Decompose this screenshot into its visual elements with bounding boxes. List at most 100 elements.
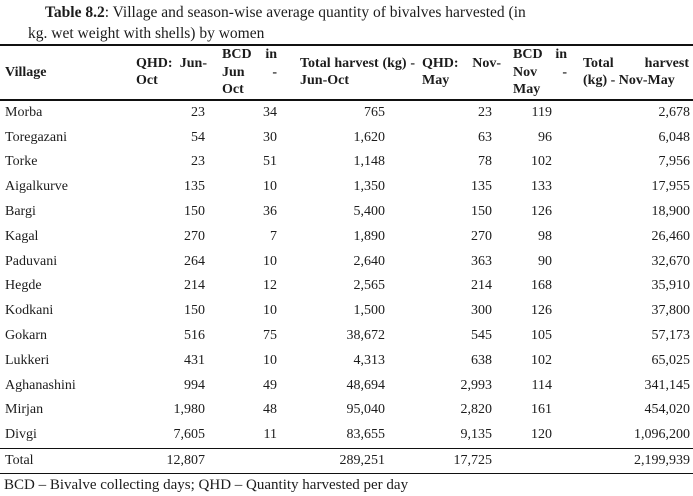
cell-bcd-nov-may: 102 bbox=[531, 154, 552, 170]
table-row: Torke 23 51 1,148 78 102 7,956 bbox=[0, 150, 693, 175]
cell-total-jun-oct: 5,400 bbox=[353, 204, 386, 220]
cell-bcd-jun-oct: 51 bbox=[263, 154, 277, 170]
cell-bcd-nov-may: 105 bbox=[531, 328, 552, 344]
cell-total-nov-may: 7,956 bbox=[658, 154, 691, 170]
cell-total-jun-oct: 95,040 bbox=[346, 402, 386, 418]
cell-qhd-jun-oct: 270 bbox=[184, 228, 205, 244]
cell-qhd-nov-may: 63 bbox=[478, 129, 492, 145]
cell-total-nov-may: 1,096,200 bbox=[634, 427, 690, 443]
cell-village: Gokarn bbox=[5, 328, 47, 344]
total-row: Total 12,807 289,251 17,725 2,199,939 bbox=[0, 447, 693, 475]
cell-village: Paduvani bbox=[5, 253, 58, 269]
cell-qhd-jun-oct: 150 bbox=[184, 303, 205, 319]
cell-bcd-jun-oct: 30 bbox=[263, 129, 277, 145]
cell-qhd-jun-oct: 214 bbox=[184, 278, 205, 294]
cell-bcd-nov-may: 161 bbox=[531, 402, 552, 418]
cell-qhd-jun-oct: 23 bbox=[191, 104, 205, 120]
cell-qhd-jun-oct: 54 bbox=[191, 129, 205, 145]
cell-qhd-jun-oct: 12,807 bbox=[132, 447, 208, 475]
cell-total-nov-may: 6,048 bbox=[658, 129, 691, 145]
cell-total-nov-may: 35,910 bbox=[651, 278, 691, 294]
cell-total-jun-oct: 48,694 bbox=[346, 377, 386, 393]
cell-village: Aghanashini bbox=[5, 377, 76, 393]
table-body: Morba 23 34 765 23 119 2,678 Toregazani 54 30 1,62… bbox=[0, 100, 693, 475]
cell-total-jun-oct: 1,500 bbox=[353, 303, 386, 319]
table-row: Hegde 214 12 2,565 214 168 35,910 bbox=[0, 274, 693, 299]
cell-qhd-jun-oct: 264 bbox=[184, 253, 205, 269]
cell-bcd-nov-may: 90 bbox=[538, 253, 552, 269]
cell-village: Morba bbox=[5, 104, 43, 120]
table-row: Divgi 7,605 11 83,655 9,135 120 1,096,200 bbox=[0, 423, 693, 448]
cell-qhd-jun-oct: 150 bbox=[184, 204, 205, 220]
cell-qhd-nov-may: 9,135 bbox=[460, 427, 493, 443]
cell-bcd-jun-oct: 7 bbox=[270, 228, 277, 244]
bivalves-harvest-table: Village QHD: Jun-Oct BCD in Jun - Oct To… bbox=[0, 44, 693, 475]
cell-bcd-jun-oct: 10 bbox=[263, 179, 277, 195]
cell-bcd-jun-oct: 10 bbox=[263, 253, 277, 269]
cell-village: Mirjan bbox=[5, 402, 44, 418]
cell-bcd-jun-oct: 75 bbox=[263, 328, 277, 344]
column-header-bcd-jun-oct: BCD in Jun - Oct bbox=[208, 44, 285, 101]
table-row: Aghanashini 994 49 48,694 2,993 114 341,145 bbox=[0, 373, 693, 398]
table-footnote: BCD – Bivalve collecting days; QHD – Qua… bbox=[4, 477, 409, 494]
cell-qhd-jun-oct: 431 bbox=[184, 352, 205, 368]
caption-line-1: Table 8.2: Village and season-wise avera… bbox=[28, 3, 683, 24]
cell-qhd-nov-may: 363 bbox=[471, 253, 492, 269]
cell-bcd-nov-may: 98 bbox=[538, 228, 552, 244]
cell-total-nov-may: 2,678 bbox=[658, 104, 691, 120]
cell-village: Bargi bbox=[5, 204, 36, 220]
cell-total-jun-oct: 83,655 bbox=[346, 427, 386, 443]
table-row: Bargi 150 36 5,400 150 126 18,900 bbox=[0, 200, 693, 225]
table-number: Table 8.2 bbox=[45, 4, 105, 21]
table-caption: Table 8.2: Village and season-wise avera… bbox=[0, 0, 693, 44]
cell-total-jun-oct: 38,672 bbox=[346, 328, 386, 344]
cell-bcd-jun-oct: 11 bbox=[263, 427, 277, 443]
table-row: Kagal 270 7 1,890 270 98 26,460 bbox=[0, 224, 693, 249]
cell-bcd-nov-may: 102 bbox=[531, 352, 552, 368]
cell-total-nov-may: 17,955 bbox=[651, 179, 691, 195]
cell-total-jun-oct: 2,565 bbox=[353, 278, 386, 294]
cell-qhd-nov-may: 300 bbox=[471, 303, 492, 319]
caption-text: : Village and season-wise average quanti… bbox=[104, 4, 526, 21]
table-row: Paduvani 264 10 2,640 363 90 32,670 bbox=[0, 249, 693, 274]
cell-village: Kodkani bbox=[5, 303, 54, 319]
cell-qhd-nov-may: 150 bbox=[471, 204, 492, 220]
table-row: Mirjan 1,980 48 95,040 2,820 161 454,020 bbox=[0, 398, 693, 423]
cell-qhd-jun-oct: 7,605 bbox=[173, 427, 206, 443]
cell-total-nov-may: 18,900 bbox=[651, 204, 691, 220]
cell-bcd-jun-oct: 34 bbox=[263, 104, 277, 120]
cell-total-nov-may: 2,199,939 bbox=[577, 447, 693, 475]
cell-bcd-jun-oct: 36 bbox=[263, 204, 277, 220]
cell-qhd-nov-may: 135 bbox=[471, 179, 492, 195]
cell-bcd-jun-oct: 10 bbox=[263, 352, 277, 368]
cell-village: Total bbox=[0, 447, 132, 475]
cell-total-jun-oct: 1,350 bbox=[353, 179, 386, 195]
cell-qhd-jun-oct: 1,980 bbox=[173, 402, 206, 418]
cell-village: Torke bbox=[5, 154, 38, 170]
column-header-total-nov-may: Total harvest (kg) - Nov-May bbox=[577, 44, 693, 101]
cell-total-nov-may: 32,670 bbox=[651, 253, 691, 269]
cell-bcd-jun-oct: 12 bbox=[263, 278, 277, 294]
table-row: Morba 23 34 765 23 119 2,678 bbox=[0, 100, 693, 126]
column-header-qhd-nov-may: QHD: Nov-May bbox=[420, 44, 505, 101]
cell-bcd-nov-may: 120 bbox=[531, 427, 552, 443]
cell-bcd-nov-may: 126 bbox=[531, 303, 552, 319]
cell-qhd-nov-may: 78 bbox=[478, 154, 492, 170]
cell-bcd-nov-may: 119 bbox=[531, 104, 552, 120]
cell-bcd-nov-may: 126 bbox=[531, 204, 552, 220]
cell-qhd-jun-oct: 516 bbox=[184, 328, 205, 344]
cell-bcd-nov-may: 114 bbox=[531, 377, 552, 393]
table-row: Lukkeri 431 10 4,313 638 102 65,025 bbox=[0, 348, 693, 373]
cell-total-nov-may: 26,460 bbox=[651, 228, 691, 244]
cell-bcd-jun-oct bbox=[208, 447, 285, 475]
cell-total-jun-oct: 289,251 bbox=[285, 447, 420, 475]
cell-qhd-jun-oct: 994 bbox=[184, 377, 205, 393]
cell-village: Kagal bbox=[5, 228, 39, 244]
caption-line-2: kg. wet weight with shells) by women bbox=[28, 24, 265, 42]
cell-total-jun-oct: 1,890 bbox=[353, 228, 386, 244]
cell-bcd-nov-may: 133 bbox=[531, 179, 552, 195]
table-row: Aigalkurve 135 10 1,350 135 133 17,955 bbox=[0, 175, 693, 200]
header-row: Village QHD: Jun-Oct BCD in Jun - Oct To… bbox=[0, 44, 693, 101]
cell-total-jun-oct: 2,640 bbox=[353, 253, 386, 269]
